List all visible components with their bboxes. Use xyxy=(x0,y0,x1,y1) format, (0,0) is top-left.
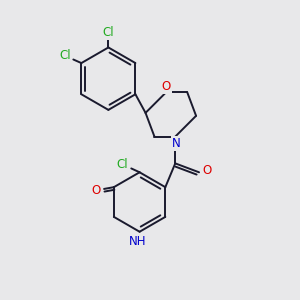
Text: Cl: Cl xyxy=(116,158,128,171)
Text: N: N xyxy=(172,137,181,150)
Text: O: O xyxy=(162,80,171,93)
Text: Cl: Cl xyxy=(59,49,71,62)
Text: O: O xyxy=(92,184,100,196)
Text: NH: NH xyxy=(129,235,147,248)
Text: Cl: Cl xyxy=(103,26,114,39)
Text: O: O xyxy=(203,164,212,177)
